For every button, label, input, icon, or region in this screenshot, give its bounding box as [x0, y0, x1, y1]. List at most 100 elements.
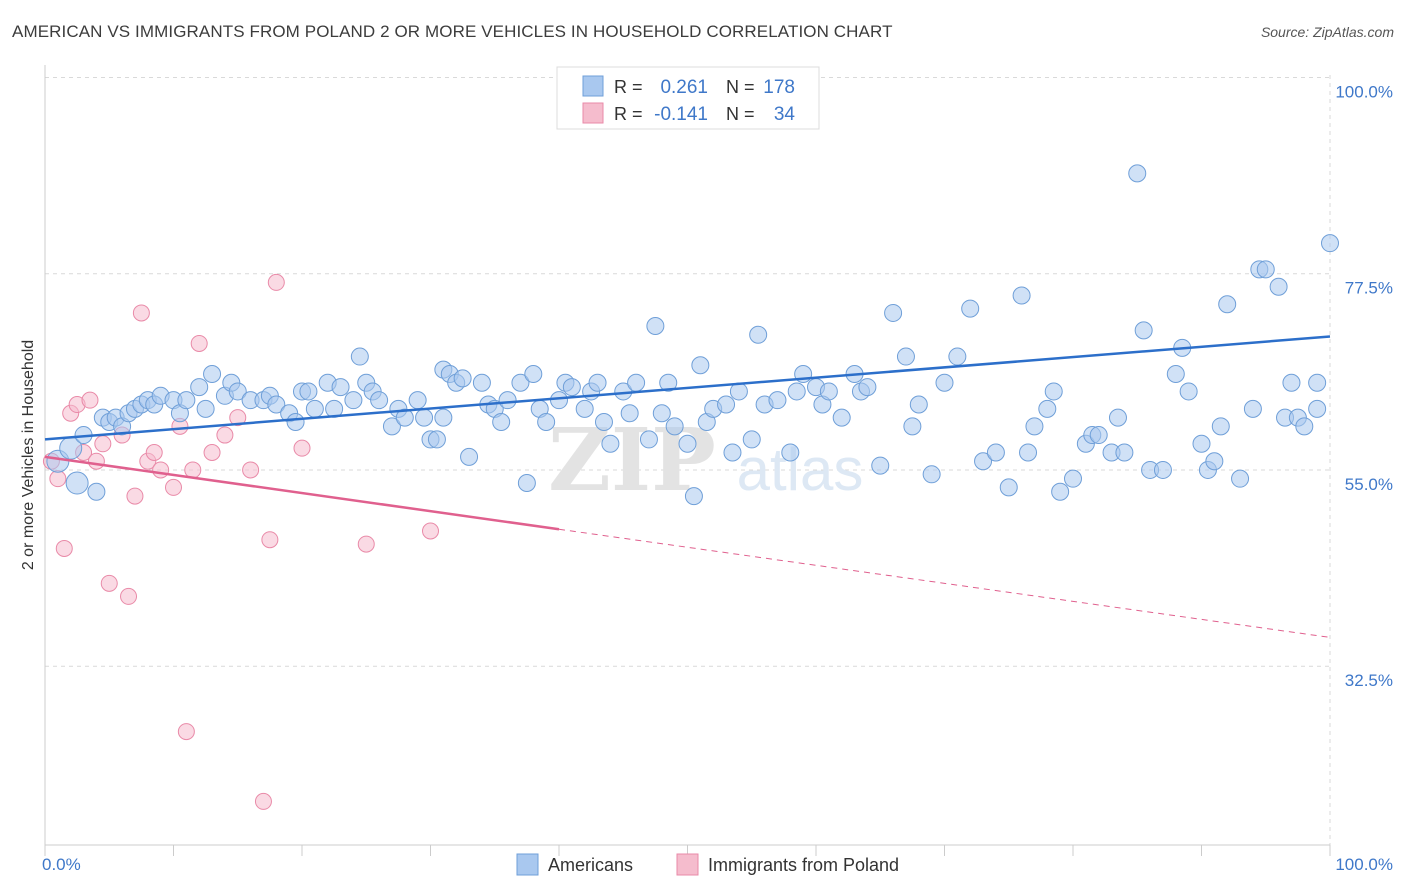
americans-point — [1012, 286, 1031, 305]
americans-point — [896, 347, 915, 366]
stats-box: R = 0.261 N = 178 R = -0.141 N = 34 — [556, 66, 820, 130]
americans-point — [1282, 373, 1301, 392]
americans-point — [1211, 417, 1230, 436]
americans-point — [627, 373, 646, 392]
americans-point — [819, 382, 838, 401]
stats-swatch-poland — [582, 102, 604, 124]
americans-point — [1231, 469, 1250, 488]
americans-point — [652, 404, 671, 423]
americans-point — [742, 430, 761, 449]
americans-point — [517, 474, 536, 493]
poland-points — [42, 273, 439, 810]
americans-point — [453, 369, 472, 388]
americans-point — [787, 382, 806, 401]
americans-point — [922, 465, 941, 484]
poland-point — [267, 273, 285, 291]
poland-point — [229, 409, 247, 427]
americans-point — [1192, 434, 1211, 453]
americans-point — [1243, 399, 1262, 418]
poland-point — [100, 574, 118, 592]
y-tick-label: 32.5% — [1345, 671, 1393, 690]
stats-swatch-americans — [582, 75, 604, 97]
y-tick-label: 77.5% — [1345, 279, 1393, 298]
legend-label-poland: Immigrants from Poland — [708, 855, 899, 875]
americans-point — [65, 471, 89, 495]
americans-point — [299, 382, 318, 401]
americans-point — [948, 347, 967, 366]
poland-point — [216, 426, 234, 444]
americans-point — [190, 378, 209, 397]
poland-point — [145, 444, 163, 461]
americans-point — [1153, 460, 1172, 479]
poland-point — [120, 587, 138, 605]
poland-point — [190, 334, 208, 352]
americans-point — [1295, 417, 1314, 436]
stats-n-value: 178 — [763, 77, 795, 98]
americans-point — [177, 391, 196, 410]
poland-point — [81, 391, 99, 409]
americans-point — [370, 391, 389, 410]
americans-point — [781, 443, 800, 462]
americans-point — [909, 395, 928, 414]
americans-point — [1038, 399, 1057, 418]
poland-point — [132, 304, 150, 322]
stats-r-label: R = — [614, 77, 643, 97]
americans-point — [1179, 382, 1198, 401]
poland-point — [203, 444, 221, 461]
americans-point — [723, 443, 742, 462]
americans-point — [344, 391, 363, 410]
poland-point — [94, 435, 112, 453]
americans-point — [267, 395, 286, 414]
poland-trend-line — [44, 455, 560, 531]
americans-point — [832, 408, 851, 427]
americans-point — [87, 482, 106, 501]
poland-point — [55, 539, 73, 557]
poland-point — [126, 487, 144, 505]
americans-point — [768, 391, 787, 410]
americans-point — [1218, 295, 1237, 314]
legend-swatch-americans — [516, 853, 539, 876]
americans-trend-line — [44, 335, 1331, 441]
americans-point — [1115, 443, 1134, 462]
americans-point — [1064, 469, 1082, 488]
americans-point — [646, 317, 665, 336]
y-tick-label: 100.0% — [1335, 82, 1393, 101]
americans-point — [678, 434, 697, 453]
poland-point — [357, 535, 375, 553]
americans-point — [1044, 382, 1063, 401]
americans-point — [1166, 365, 1185, 383]
americans-point — [1089, 426, 1108, 445]
americans-point — [460, 447, 479, 466]
americans-point — [203, 365, 222, 383]
americans-point — [408, 391, 427, 410]
americans-point — [858, 378, 877, 397]
americans-point — [1108, 408, 1127, 427]
americans-point — [871, 456, 890, 475]
americans-point — [884, 303, 903, 322]
americans-point — [350, 347, 369, 366]
americans-point — [999, 478, 1018, 497]
poland-point — [152, 461, 170, 479]
poland-trend-extension — [558, 528, 1331, 638]
americans-point — [1134, 321, 1153, 340]
americans-point — [472, 373, 491, 392]
americans-point — [575, 399, 594, 418]
poland-point — [165, 478, 182, 496]
stats-r-value: 0.261 — [660, 77, 708, 98]
stats-r-value: -0.141 — [654, 104, 708, 125]
americans-point — [331, 378, 350, 397]
poland-point — [293, 439, 311, 457]
americans-point — [588, 373, 607, 392]
poland-point — [422, 522, 439, 540]
americans-point — [537, 412, 556, 431]
americans-point — [427, 430, 446, 449]
americans-point — [524, 365, 543, 383]
americans-point — [550, 391, 568, 410]
chart-title: AMERICAN VS IMMIGRANTS FROM POLAND 2 OR … — [12, 22, 893, 41]
americans-point — [382, 417, 401, 436]
poland-point — [177, 723, 195, 741]
americans-point — [601, 434, 620, 453]
poland-point — [261, 531, 279, 549]
americans-point — [749, 325, 768, 344]
